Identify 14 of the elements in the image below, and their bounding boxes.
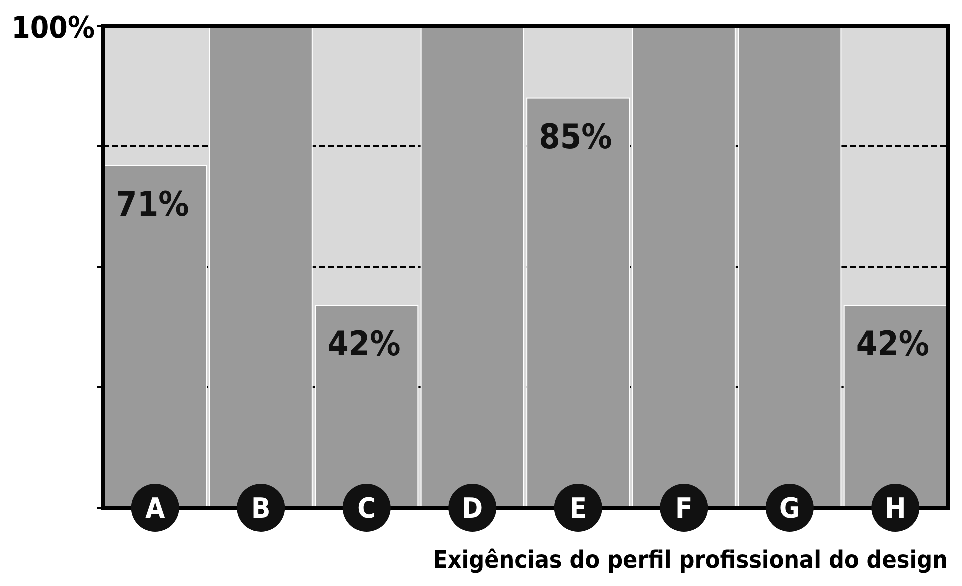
x-tick-label: A xyxy=(146,492,166,525)
data-label: 42% xyxy=(328,324,401,365)
x-tick-label: F xyxy=(676,492,693,525)
x-axis-title: Exigências do perfil profissional do design xyxy=(433,546,948,574)
y-tick-label: 100% xyxy=(12,11,95,46)
x-tick-label: E xyxy=(570,492,587,525)
x-tick-label: H xyxy=(885,492,906,525)
x-tick-label: C xyxy=(358,492,376,525)
x-tick-label: G xyxy=(780,492,800,525)
x-tick-label: B xyxy=(252,492,271,525)
data-label: 71% xyxy=(116,184,190,225)
data-label: 85% xyxy=(539,117,612,158)
data-label: 42% xyxy=(856,324,930,365)
x-tick-label: D xyxy=(462,492,484,525)
